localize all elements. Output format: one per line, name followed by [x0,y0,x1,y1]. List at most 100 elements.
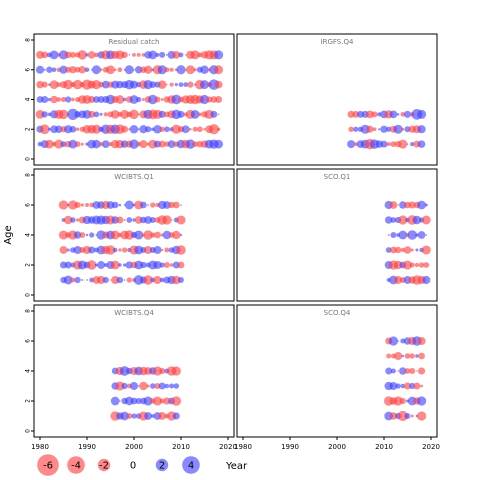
bubble-mark [400,112,406,117]
bubble-mark [416,411,427,421]
bubble-mark [172,230,181,240]
bubble-mark [41,111,48,118]
bubble-mark [387,234,390,236]
bubble-mark [158,110,166,118]
bubble-mark [159,398,165,404]
bubble-mark [184,54,187,56]
bubble-mark [149,217,156,223]
bubble-mark [404,413,411,419]
bubble-mark [35,109,45,119]
bubble-mark [64,51,72,59]
bubble-mark [68,139,78,149]
bubble-mark [410,248,414,252]
bubble-mark [134,260,144,270]
bubble-mark [389,381,398,391]
bubble-mark [406,143,409,145]
bubble-mark [401,127,405,131]
bubble-mark [143,396,153,406]
bubble-mark [115,381,125,391]
bubble-mark [91,65,101,75]
bubble-mark [409,367,416,375]
bubble-mark [424,203,428,207]
bubble-group [58,200,186,285]
bubble-mark [417,109,427,119]
panel-title: Residual catch [109,38,160,46]
y-tick-label: 2 [25,127,32,131]
bubble-mark [118,263,122,267]
bubble-mark [68,200,78,210]
bubble-mark [124,230,135,240]
bubble-mark [117,67,123,73]
bubble-mark [400,383,406,389]
bubble-mark [412,215,422,225]
bubble-mark [208,124,220,135]
bubble-mark [415,248,419,252]
bubble-mark [94,263,98,267]
bubble-mark [132,218,136,222]
bubble-mark [85,233,89,237]
bubble-mark [398,230,408,240]
bubble-mark [141,53,146,57]
bubble-mark [124,65,134,75]
bubble-mark [178,82,184,88]
bubble-mark [395,383,401,389]
bubble-mark [214,80,223,89]
bubble-mark [88,96,96,103]
bubble-mark [185,139,196,149]
bubble-mark [111,276,120,284]
panel-title: IRGFS.Q4 [321,38,354,46]
bubble-mark [84,67,90,72]
bubble-mark [60,141,67,148]
bubble-mark [416,396,427,406]
bubble-mark [172,275,181,285]
bubble-mark [372,127,377,132]
bubble-mark [140,201,147,209]
bubble-mark [416,370,418,372]
bubble-mark [50,95,58,104]
panel-title: SCO.Q1 [324,173,351,181]
bubble-mark [420,384,423,388]
bubble-mark [171,396,182,406]
bubble-mark [150,383,156,389]
bubble-mark [389,201,398,209]
y-tick-label: 2 [25,399,32,403]
bubble-mark [402,260,413,270]
bubble-mark [163,201,171,209]
bubble-mark [216,127,221,131]
bubble-mark [99,112,103,116]
bubble-mark [106,65,115,75]
bubble-mark [417,125,426,134]
x-tick-label: 2000 [328,443,346,451]
bubble-mark [97,275,106,285]
bubble-mark [123,279,126,281]
bubble-mark [390,368,396,374]
bubble-mark [153,275,162,285]
bubble-mark [378,128,381,131]
bubble-mark [155,52,160,57]
bubble-mark [403,246,412,254]
bubble-mark [119,400,121,402]
y-tick-label: 8 [25,173,32,177]
bubble-mark [166,83,168,86]
bubble-mark [130,80,138,89]
bubble-mark [185,65,195,75]
bubble-mark [217,113,220,116]
bubble-mark [141,98,145,101]
bubble-mark [214,139,224,149]
bubble-mark [418,367,426,375]
x-tick-label: 2010 [172,443,190,451]
bubble-mark [150,232,156,238]
bubble-mark [190,110,200,119]
bubble-mark [214,50,224,60]
bubble-mark [172,261,180,269]
bubble-mark [144,245,153,255]
bubble-mark [385,367,393,375]
bubble-mark [404,368,411,374]
bubble-mark [105,245,116,255]
bubble-mark [71,97,75,102]
bubble-mark [64,261,72,269]
bubble-mark [129,139,139,149]
bubble-mark [158,382,166,390]
y-tick-label: 8 [25,309,32,313]
